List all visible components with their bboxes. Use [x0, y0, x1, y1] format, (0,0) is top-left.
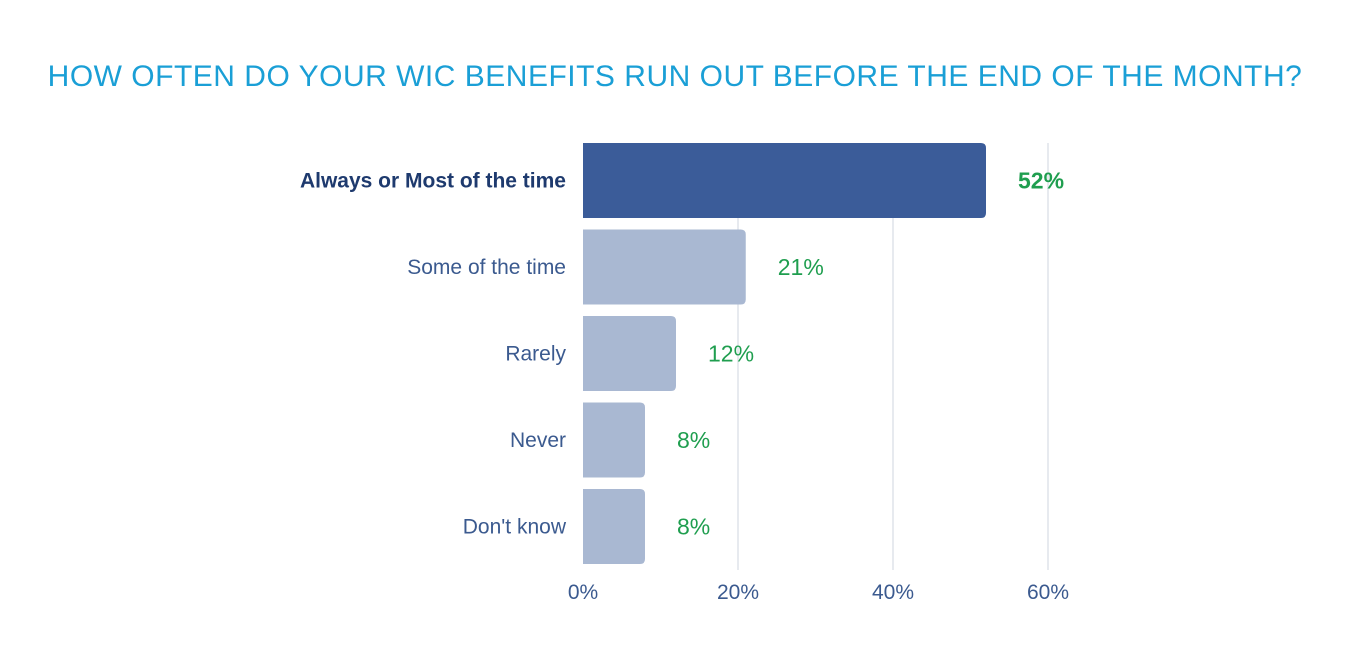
category-label: Some of the time — [407, 256, 566, 279]
category-label: Rarely — [505, 343, 566, 366]
category-label: Never — [510, 429, 566, 452]
value-label: 21% — [778, 254, 824, 280]
x-tick-label: 40% — [872, 581, 914, 604]
bar — [583, 143, 986, 218]
x-tick-label: 60% — [1027, 581, 1069, 604]
bar — [583, 229, 746, 305]
category-label: Don't know — [463, 516, 567, 539]
value-label: 8% — [677, 514, 710, 540]
value-label: 8% — [677, 427, 710, 453]
value-label: 52% — [1018, 168, 1064, 194]
x-tick-label: 20% — [717, 581, 759, 604]
chart-title: HOW OFTEN DO YOUR WIC BENEFITS RUN OUT B… — [47, 60, 1303, 93]
value-label: 12% — [708, 341, 754, 367]
bar — [583, 489, 645, 564]
category-label: Always or Most of the time — [300, 170, 566, 193]
x-tick-label: 0% — [568, 581, 598, 604]
bar — [583, 402, 645, 478]
bar — [583, 316, 676, 391]
